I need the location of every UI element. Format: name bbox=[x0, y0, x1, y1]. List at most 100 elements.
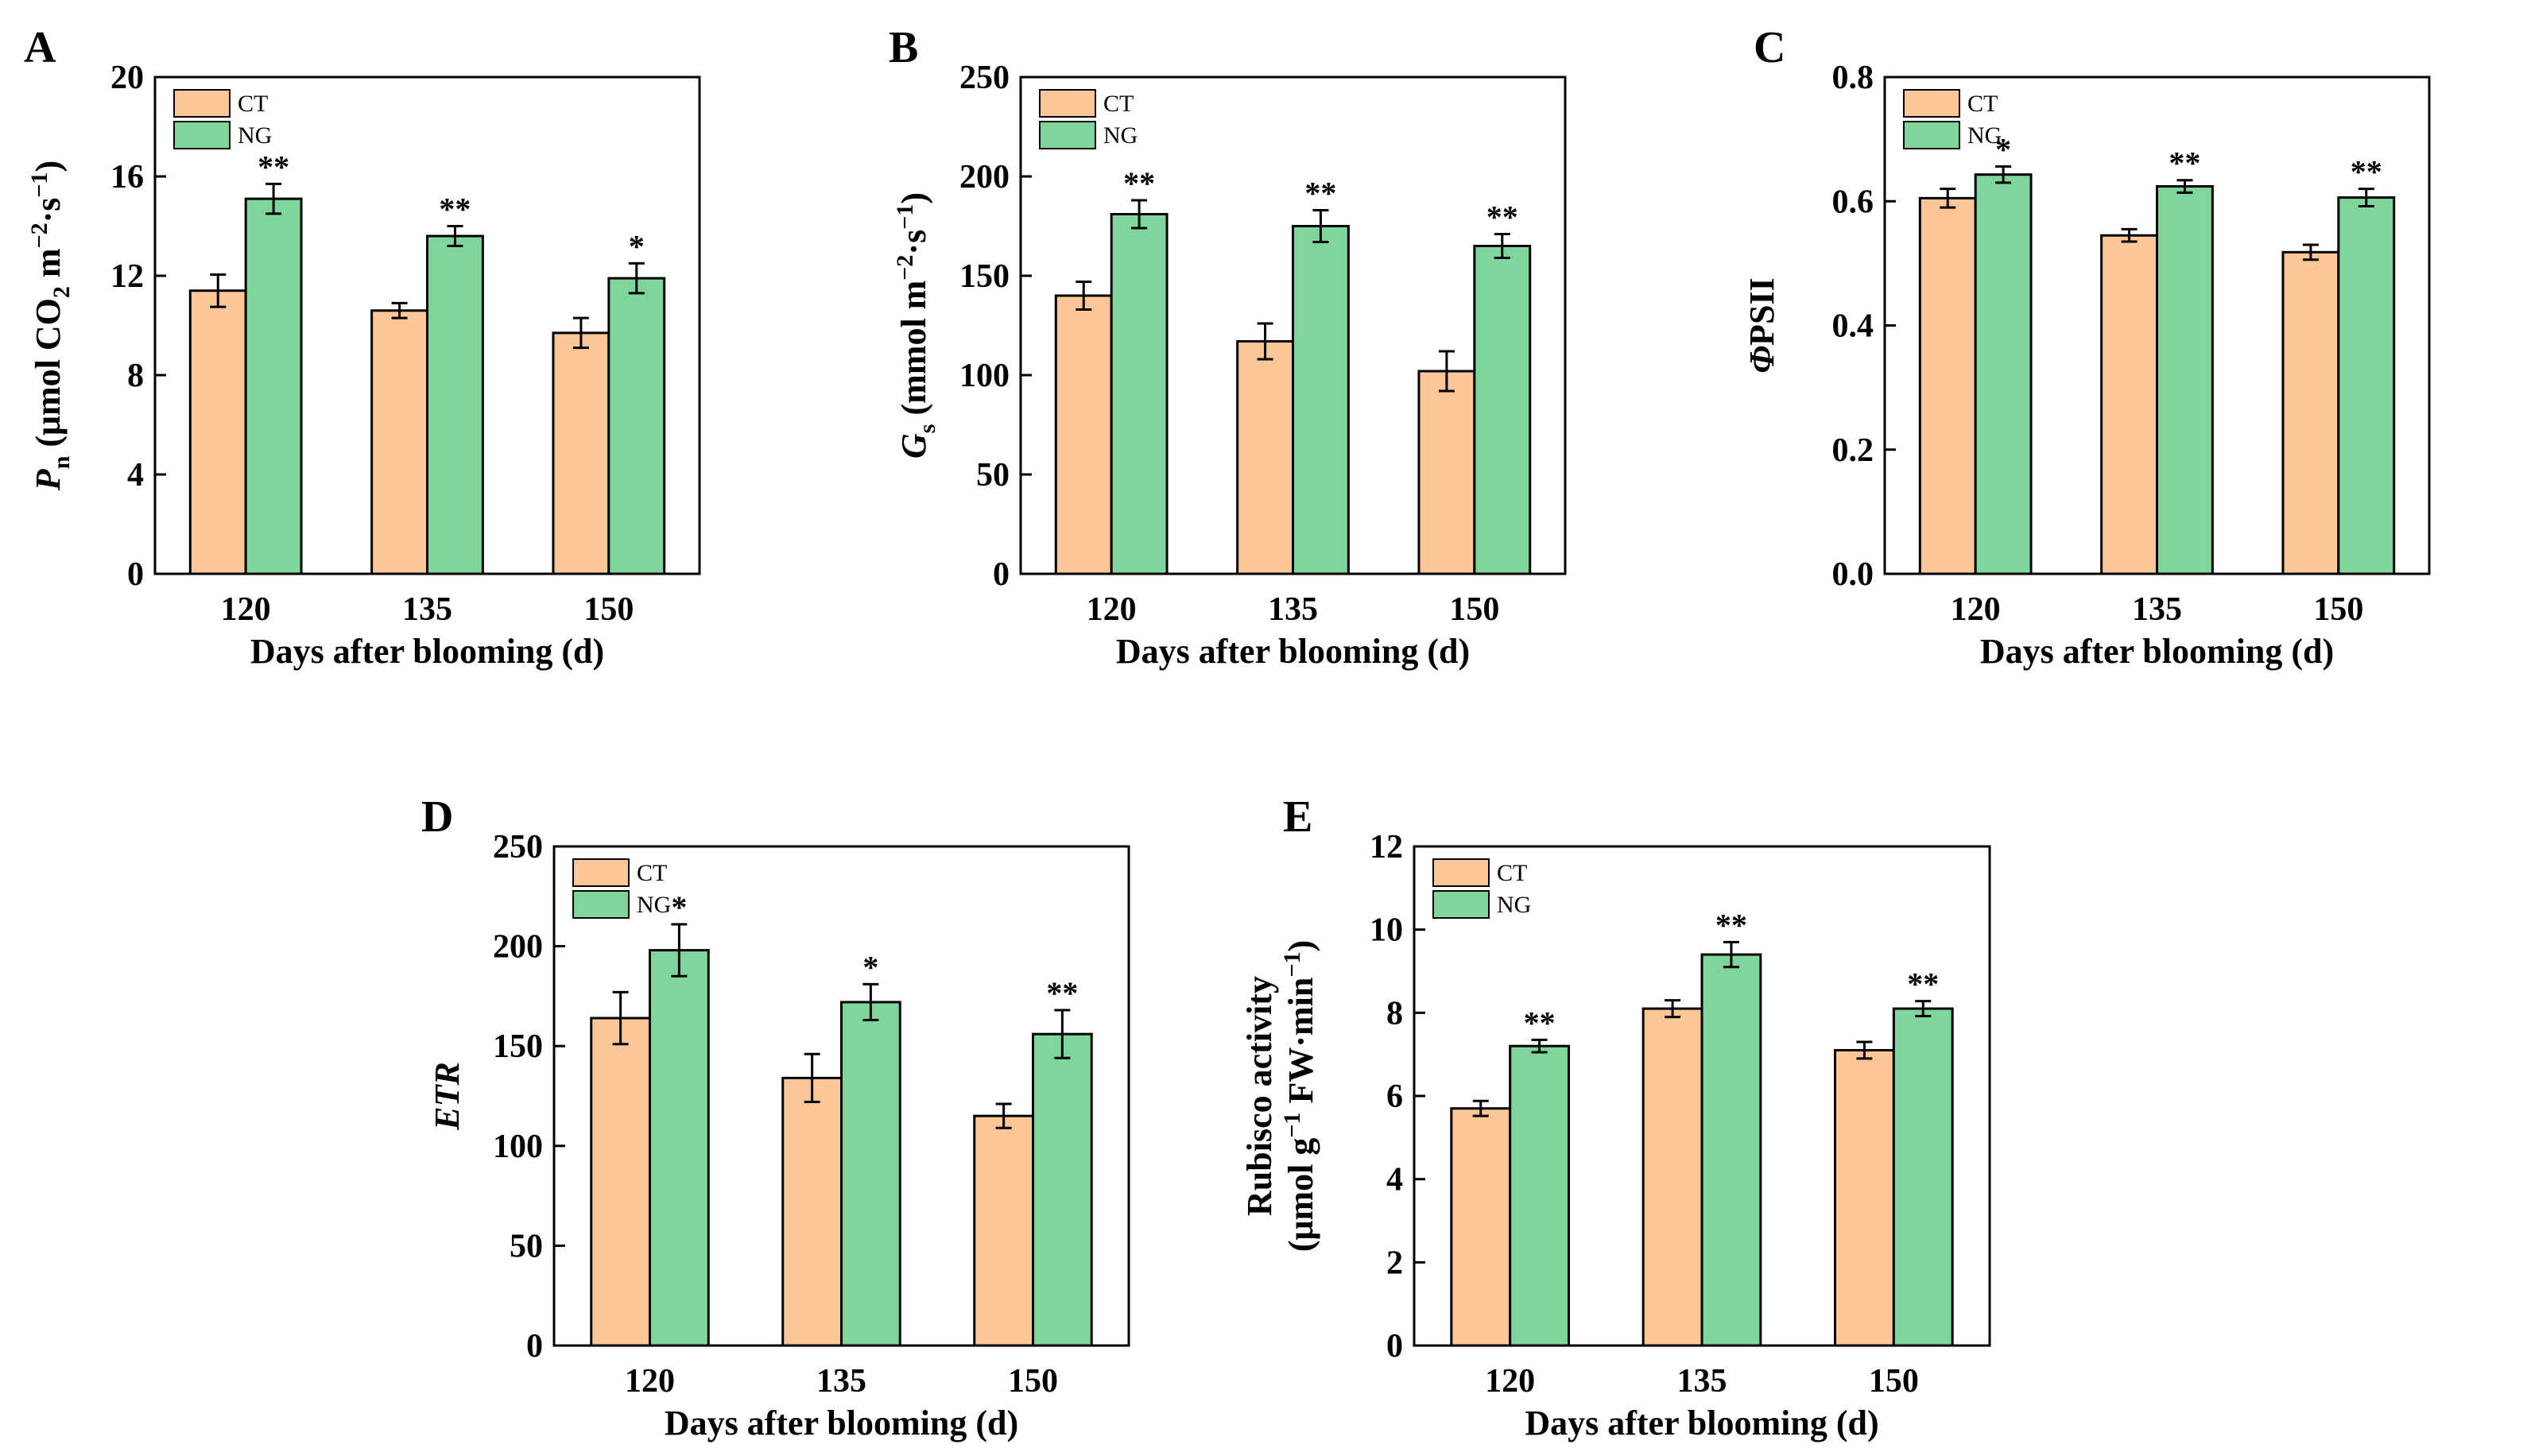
error-bar bbox=[1494, 233, 1510, 259]
error-bar bbox=[1665, 999, 1681, 1019]
error-bar bbox=[266, 182, 282, 215]
error-bar bbox=[2176, 179, 2193, 194]
bar-ct bbox=[1054, 294, 1113, 575]
panel-a: A 0 4 8 12 16 20 120 ** 135 ** 150 * Days after bloom… bbox=[24, 23, 701, 671]
x-axis-title: Days after blooming (d) bbox=[1525, 1404, 1878, 1442]
legend-label-ct: CT bbox=[1103, 91, 1134, 117]
significance-mark: * bbox=[629, 228, 645, 264]
error-bar bbox=[1995, 165, 2012, 184]
error-bar bbox=[447, 225, 463, 247]
y-tick-label: 100 bbox=[493, 1129, 543, 1165]
y-tick-label: 0 bbox=[127, 556, 144, 593]
significance-mark: ** bbox=[2351, 154, 2382, 190]
error-bar bbox=[572, 316, 589, 350]
panel-d: D 0 50 100 150 200 250 120 * 135 * 150 ** Days after … bbox=[421, 792, 1130, 1442]
y-tick-label: 50 bbox=[510, 1228, 543, 1264]
y-tick-label: 6 bbox=[1386, 1078, 1403, 1115]
bar-ng bbox=[1110, 213, 1169, 575]
bar-ct bbox=[1833, 1048, 1895, 1347]
x-tick-label: 135 bbox=[2132, 591, 2182, 628]
error-bar bbox=[210, 273, 227, 308]
x-tick-label: 120 bbox=[1951, 591, 2001, 628]
legend-label-ng: NG bbox=[1497, 892, 1531, 918]
error-bar bbox=[1940, 188, 1956, 209]
bar-ng bbox=[244, 197, 303, 575]
significance-mark: ** bbox=[1123, 165, 1155, 201]
y-tick-label: 8 bbox=[1386, 995, 1403, 1032]
x-axis-title: Days after blooming (d) bbox=[665, 1404, 1018, 1442]
y-axis-title-line2: (μmol g−1 FW·min−1) bbox=[1279, 940, 1320, 1252]
legend-swatch-ng bbox=[1432, 890, 1490, 919]
bar-ng bbox=[840, 1001, 901, 1347]
legend-swatch-ct bbox=[572, 858, 630, 887]
bar-ct bbox=[370, 309, 429, 575]
y-tick-label: 4 bbox=[1386, 1162, 1403, 1198]
error-bar bbox=[671, 923, 688, 978]
bar-ng bbox=[1509, 1044, 1571, 1347]
bar-ct bbox=[1417, 370, 1476, 575]
y-tick-label: 50 bbox=[976, 457, 1010, 494]
significance-mark: ** bbox=[1907, 966, 1939, 1002]
legend-swatch-ct bbox=[1903, 89, 1960, 118]
y-tick-label: 4 bbox=[127, 457, 144, 494]
x-tick-label: 150 bbox=[1008, 1363, 1058, 1400]
y-axis-title-line1: Rubisco activity bbox=[1240, 976, 1279, 1216]
y-tick-label: 0.2 bbox=[1832, 432, 1874, 469]
bar-ct bbox=[1450, 1107, 1512, 1347]
error-bar bbox=[2302, 243, 2319, 261]
panel-letter: E bbox=[1283, 792, 1312, 842]
x-tick-label: 150 bbox=[2313, 591, 2363, 628]
y-tick-label: 0.0 bbox=[1832, 556, 1874, 593]
error-bar bbox=[1723, 940, 1739, 969]
bar-ct bbox=[1918, 196, 1977, 575]
error-bar bbox=[2121, 227, 2138, 243]
legend-label-ct: CT bbox=[238, 91, 268, 117]
legend-label-ct: CT bbox=[1497, 860, 1527, 886]
panel-e: E 0 2 4 6 8 10 12 120 ** 135 ** 150 ** Days after bloo… bbox=[1240, 792, 1991, 1442]
significance-mark: ** bbox=[1046, 975, 1078, 1011]
x-axis-title: Days after blooming (d) bbox=[250, 632, 604, 671]
bar-ng bbox=[1473, 245, 1532, 575]
y-tick-label: 0 bbox=[1386, 1328, 1403, 1365]
y-tick-label: 0.6 bbox=[1832, 184, 1874, 220]
bar-ct bbox=[590, 1016, 652, 1347]
x-tick-label: 120 bbox=[625, 1363, 675, 1400]
error-bar bbox=[1131, 199, 1148, 230]
significance-mark: * bbox=[862, 949, 878, 985]
error-bar bbox=[1054, 1009, 1071, 1059]
x-axis-title: Days after blooming (d) bbox=[1116, 632, 1470, 671]
y-tick-label: 12 bbox=[1370, 829, 1403, 865]
error-bar bbox=[1257, 322, 1273, 361]
bar-ng bbox=[426, 234, 484, 575]
y-tick-label: 200 bbox=[959, 159, 1010, 196]
legend-swatch-ng bbox=[1039, 121, 1096, 149]
x-tick-label: 150 bbox=[583, 591, 634, 628]
error-bar bbox=[995, 1102, 1012, 1129]
significance-mark: ** bbox=[1486, 199, 1518, 235]
legend-swatch-ct bbox=[1432, 858, 1490, 887]
y-tick-label: 8 bbox=[127, 358, 144, 394]
error-bar bbox=[1076, 281, 1092, 311]
x-tick-label: 150 bbox=[1869, 1363, 1919, 1400]
y-tick-label: 0.4 bbox=[1832, 308, 1874, 345]
error-bar bbox=[391, 301, 408, 319]
y-tick-label: 16 bbox=[110, 159, 144, 196]
bar-ct bbox=[1641, 1007, 1703, 1347]
error-bar bbox=[628, 261, 645, 295]
error-bar bbox=[1312, 209, 1329, 243]
y-axis-title: ΦPSII bbox=[1742, 277, 1781, 373]
legend-label-ng: NG bbox=[637, 892, 671, 918]
significance-mark: ** bbox=[2169, 145, 2200, 181]
x-tick-label: 135 bbox=[402, 591, 452, 628]
significance-mark: ** bbox=[1715, 907, 1747, 943]
y-tick-label: 250 bbox=[493, 829, 543, 865]
x-tick-label: 120 bbox=[221, 591, 271, 628]
y-tick-label: 200 bbox=[493, 929, 543, 966]
bar-ng bbox=[1892, 1007, 1954, 1347]
bar-ng bbox=[1032, 1032, 1093, 1347]
y-tick-label: 100 bbox=[959, 358, 1010, 394]
legend-swatch-ct bbox=[173, 89, 231, 118]
x-tick-label: 135 bbox=[1677, 1363, 1727, 1400]
error-bar bbox=[1915, 1000, 1932, 1018]
x-tick-label: 120 bbox=[1087, 591, 1137, 628]
